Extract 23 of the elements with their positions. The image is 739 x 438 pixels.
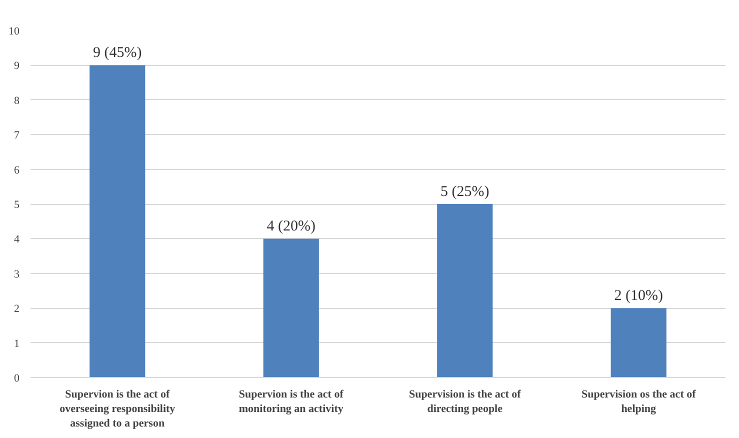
y-tick-label: 10 [8, 26, 20, 38]
y-tick-label: 3 [14, 268, 20, 280]
x-tick-label: Supervision is the act of directing people [408, 388, 522, 415]
y-tick-label: 1 [14, 338, 20, 350]
x-tick-label: Supervision os the act of helping [581, 388, 696, 415]
y-tick-label: 9 [14, 60, 20, 72]
bar [263, 238, 319, 378]
bar [610, 308, 666, 378]
y-tick-label: 4 [14, 234, 20, 246]
bar [90, 65, 146, 378]
y-tick-label: 6 [14, 164, 20, 176]
y-tick-label: 2 [14, 303, 20, 316]
data-label: 5 (25%) [440, 184, 490, 200]
data-label: 9 (45%) [93, 45, 142, 62]
y-tick-label: 7 [14, 130, 20, 142]
x-tick-label: Supervion is the act of overseeing responsibility assigned to a person [60, 388, 176, 430]
data-label: 2 (10%) [614, 288, 664, 304]
data-label: 4 (20%) [266, 218, 316, 235]
bar [437, 204, 493, 378]
y-tick-label: 8 [14, 94, 20, 107]
y-tick-label: 5 [14, 199, 20, 211]
x-tick-label: Supervion is the act of monitoring an activity [238, 388, 344, 415]
y-tick-label: 0 [14, 372, 20, 384]
